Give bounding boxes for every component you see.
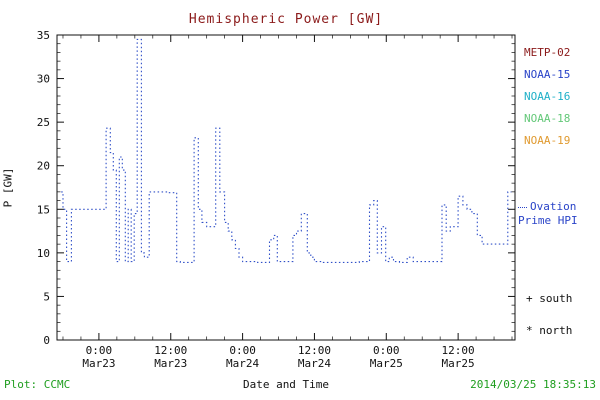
svg-text:15: 15 — [37, 203, 50, 216]
svg-text:0: 0 — [43, 334, 50, 347]
svg-text:12:00: 12:00 — [298, 344, 331, 357]
svg-text:5: 5 — [43, 290, 50, 303]
svg-text:Mar24: Mar24 — [226, 357, 259, 370]
y-axis-label: P [GW] — [1, 167, 15, 208]
north-marker-label: * north — [526, 324, 573, 337]
svg-text:Mar24: Mar24 — [298, 357, 331, 370]
chart-title: Hemispheric Power [GW] — [188, 12, 384, 27]
south-marker-label: + south — [526, 292, 573, 305]
svg-text:0:00: 0:00 — [373, 344, 400, 357]
ovation-line2: Prime HPI — [518, 214, 578, 227]
legend-item-noaa-15: NOAA-15 — [524, 68, 571, 81]
legend-item-metp-02: METP-02 — [524, 46, 571, 59]
svg-text:25: 25 — [37, 116, 50, 129]
satellite-legend: METP-02 NOAA-15 NOAA-16 NOAA-18 NOAA-19 — [524, 42, 570, 152]
ovation-line1: Ovation — [518, 200, 578, 214]
legend-item-noaa-19: NOAA-19 — [524, 134, 571, 147]
svg-text:Mar25: Mar25 — [370, 357, 403, 370]
svg-text:Mar23: Mar23 — [154, 357, 187, 370]
legend-item-noaa-18: NOAA-18 — [524, 112, 571, 125]
x-axis-label: Date and Time — [242, 378, 330, 391]
ovation-text-1: Ovation — [530, 200, 577, 213]
svg-text:Mar25: Mar25 — [442, 357, 475, 370]
plot-source: Plot: CCMC — [4, 378, 71, 391]
ovation-annotation: Ovation Prime HPI — [518, 200, 578, 228]
svg-text:12:00: 12:00 — [154, 344, 187, 357]
svg-text:0:00: 0:00 — [86, 344, 113, 357]
svg-text:30: 30 — [37, 73, 50, 86]
legend-item-noaa-16: NOAA-16 — [524, 90, 571, 103]
svg-text:12:00: 12:00 — [442, 344, 475, 357]
svg-text:10: 10 — [37, 247, 50, 260]
svg-text:0:00: 0:00 — [229, 344, 256, 357]
svg-text:35: 35 — [37, 29, 50, 42]
svg-text:20: 20 — [37, 160, 50, 173]
line-sample-icon — [518, 206, 527, 208]
svg-text:Mar23: Mar23 — [82, 357, 115, 370]
plot-timestamp: 2014/03/25 18:35:13 — [470, 378, 596, 391]
